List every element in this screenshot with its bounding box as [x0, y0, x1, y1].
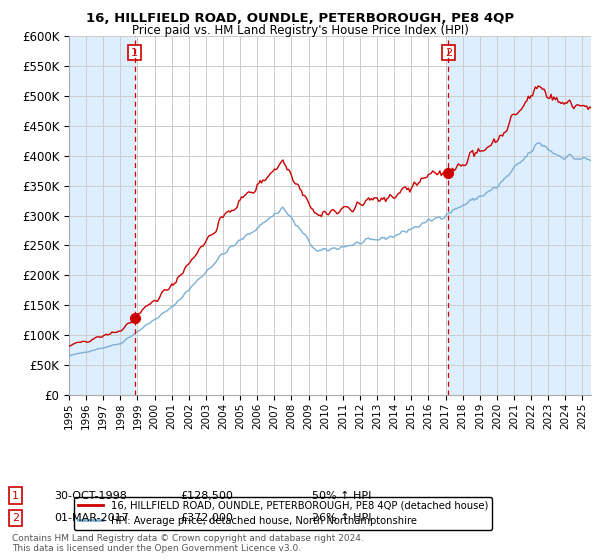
Text: 1: 1 — [131, 48, 138, 58]
Text: 50% ↑ HPI: 50% ↑ HPI — [312, 491, 371, 501]
Text: Price paid vs. HM Land Registry's House Price Index (HPI): Price paid vs. HM Land Registry's House … — [131, 24, 469, 37]
Text: 16, HILLFIELD ROAD, OUNDLE, PETERBOROUGH, PE8 4QP: 16, HILLFIELD ROAD, OUNDLE, PETERBOROUGH… — [86, 12, 514, 25]
Text: Contains HM Land Registry data © Crown copyright and database right 2024.
This d: Contains HM Land Registry data © Crown c… — [12, 534, 364, 553]
Bar — [448, 36, 591, 395]
Text: 2: 2 — [445, 48, 452, 58]
Text: 01-MAR-2017: 01-MAR-2017 — [54, 513, 129, 523]
Text: £372,000: £372,000 — [180, 513, 233, 523]
Text: 2: 2 — [12, 513, 19, 523]
Bar — [69, 36, 134, 395]
Legend: 16, HILLFIELD ROAD, OUNDLE, PETERBOROUGH, PE8 4QP (detached house), HPI: Average: 16, HILLFIELD ROAD, OUNDLE, PETERBOROUGH… — [74, 497, 493, 530]
Text: 30-OCT-1998: 30-OCT-1998 — [54, 491, 127, 501]
Text: 26% ↑ HPI: 26% ↑ HPI — [312, 513, 371, 523]
Text: 1: 1 — [12, 491, 19, 501]
Text: £128,500: £128,500 — [180, 491, 233, 501]
